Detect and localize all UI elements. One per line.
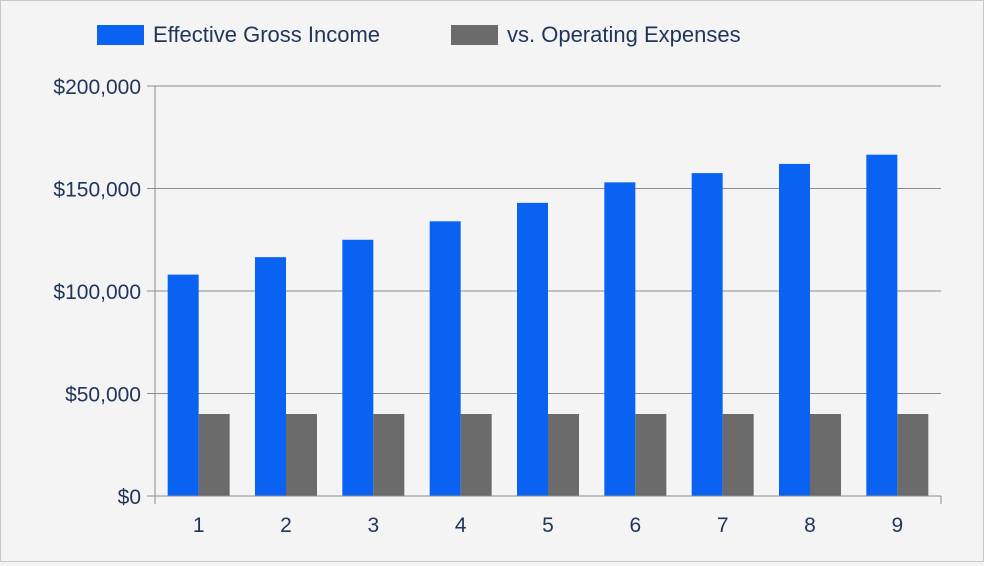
bar-1-5 [517,202,548,496]
bar-2-9 [897,414,929,496]
bar-1-3 [342,239,374,496]
y-axis-tick-labels: $0 $50,000 $100,000 $150,000 $200,000 [53,76,141,509]
x-tick-label: 9 [891,514,903,537]
x-tick-label: 1 [193,514,205,537]
legend-label-2: vs. Operating Expenses [507,22,741,47]
bar-1-1 [167,274,199,496]
x-tick-label: 6 [629,514,641,537]
y-tick-label: $200,000 [53,76,141,99]
bar-1-8 [779,163,810,496]
bar-2-6 [635,414,667,496]
legend-label-1: Effective Gross Income [153,22,380,47]
x-tick-label: 7 [717,514,729,537]
axes [147,85,942,504]
bar-2-3 [373,414,405,496]
bar-1-2 [255,257,286,496]
x-tick-label: 4 [455,514,467,537]
y-tick-label: $150,000 [53,179,141,202]
bar-2-7 [722,414,754,496]
bar-2-8 [810,414,841,496]
legend-swatch-1 [97,25,144,45]
x-tick-label: 8 [804,514,816,537]
x-tick-label: 2 [280,514,292,537]
bar-1-7 [691,173,723,496]
bar-1-9 [866,154,898,497]
y-tick-label: $50,000 [65,384,141,407]
legend: Effective Gross Income vs. Operating Expe… [97,22,741,47]
legend-swatch-2 [451,25,498,45]
y-tick-label: $0 [118,486,141,509]
x-axis-tick-labels: 1 2 3 4 5 6 7 8 9 [193,514,903,537]
bar-1-4 [429,221,461,497]
bar-2-1 [198,414,230,496]
x-tick-label: 5 [542,514,554,537]
x-tick-label: 3 [367,514,379,537]
y-tick-label: $100,000 [53,281,141,304]
bars [167,154,929,497]
bar-1-6 [604,182,636,496]
bar-2-5 [548,414,579,496]
bar-2-4 [460,414,492,496]
bar-2-2 [286,414,317,496]
